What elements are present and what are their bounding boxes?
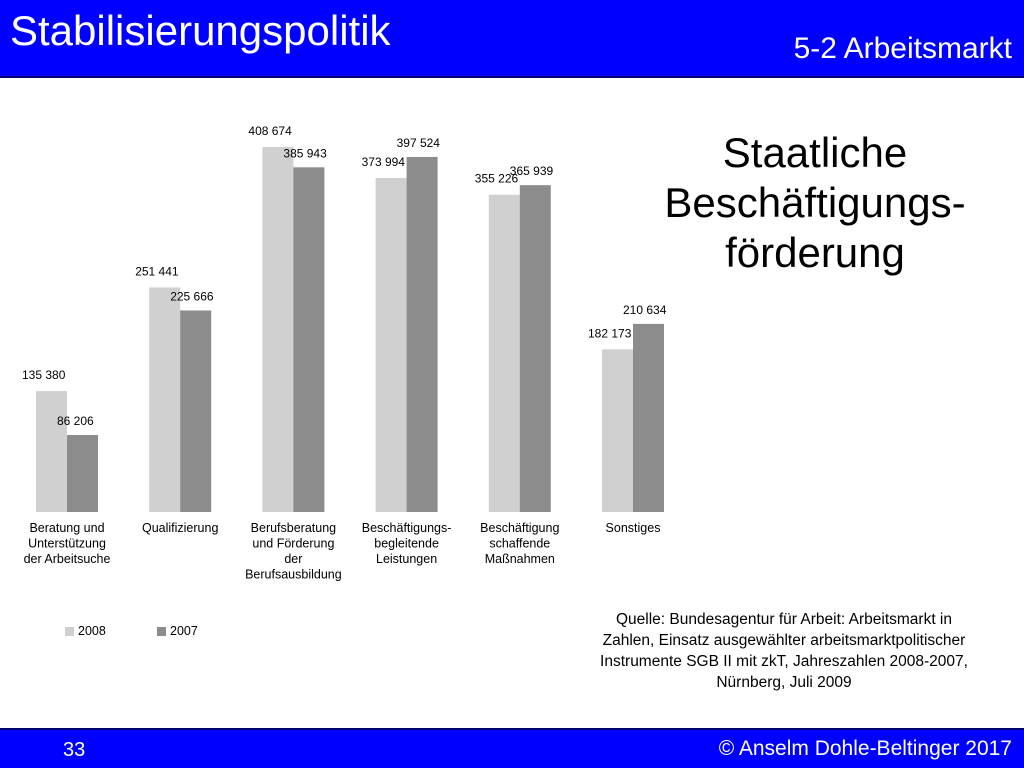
category-label: Beschäftigungs-begleitende Leistungen [362, 521, 452, 566]
slide-footer: 33 © Anselm Dohle-Beltinger 2017 [0, 728, 1024, 768]
bar-2008-1 [149, 287, 181, 512]
source-line: Instrumente SGB II mit zkT, Jahreszahlen… [600, 653, 968, 670]
source-note: Quelle: Bundesagentur für Arbeit: Arbeit… [566, 609, 1002, 693]
data-label: 385 943 [283, 146, 327, 160]
data-label: 373 994 [362, 155, 406, 169]
data-label: 225 666 [170, 289, 214, 303]
copyright-text: © Anselm Dohle-Beltinger 2017 [718, 737, 1012, 760]
category-label: Qualifizierung [142, 521, 218, 535]
slide-title-line: förderung [725, 229, 905, 276]
bar-2007-1 [180, 310, 212, 512]
data-label: 397 524 [397, 136, 441, 150]
source-line: Zahlen, Einsatz ausgewählter arbeitsmark… [602, 632, 966, 649]
data-label: 210 634 [623, 303, 667, 317]
footer-divider [0, 728, 1024, 730]
page-number: 33 [63, 739, 86, 761]
legend-swatch-2008 [65, 627, 74, 636]
data-label: 408 674 [248, 124, 292, 138]
data-label: 251 441 [135, 264, 179, 278]
slide-title-line: Beschäftigungs- [664, 179, 966, 226]
source-line: Quelle: Bundesagentur für Arbeit: Arbeit… [615, 611, 952, 628]
bar-2008-4 [488, 194, 520, 512]
data-label: 86 206 [57, 414, 94, 428]
data-label: 365 939 [510, 164, 554, 178]
slide-title: Staatliche Beschäftigungs- förderung [620, 128, 1010, 278]
category-label: Beratung und Unterstützung der Arbeitsuche [24, 521, 111, 566]
legend-label-2007: 2007 [170, 624, 198, 638]
bar-2008-5 [602, 349, 633, 512]
slide-title-line: Staatliche [722, 129, 908, 176]
legend-label-2008: 2008 [78, 624, 106, 638]
bar-2007-4 [519, 185, 551, 512]
bar-2008-2 [262, 147, 294, 512]
data-label: 182 173 [588, 326, 632, 340]
bar-2007-0 [67, 435, 98, 512]
bar-2007-3 [406, 156, 438, 512]
bar-2007-2 [293, 167, 325, 512]
slide-header: Stabilisierungspolitik 5-2 Arbeitsmarkt [0, 0, 1024, 78]
bar-chart: 135 380 86 206 Beratung und Unterstützung de… [22, 124, 667, 638]
data-label: 355 226 [475, 172, 519, 186]
category-label: Sonstiges [606, 521, 661, 535]
category-label: Beschäftigung schaffende Maßnahmen [480, 521, 559, 566]
header-subtitle: 5-2 Arbeitsmarkt [793, 32, 1012, 65]
header-title: Stabilisierungspolitik [10, 7, 391, 54]
bar-2007-5 [633, 323, 664, 512]
legend-swatch-2007 [157, 627, 166, 636]
data-label: 135 380 [22, 368, 66, 382]
category-label: Berufsberatung und Förderung der Berufsausb… [245, 521, 342, 582]
bar-2008-3 [375, 177, 407, 513]
bar-2008-0 [36, 391, 67, 512]
header-divider [0, 76, 1024, 78]
source-line: Nürnberg, Juli 2009 [716, 674, 852, 691]
